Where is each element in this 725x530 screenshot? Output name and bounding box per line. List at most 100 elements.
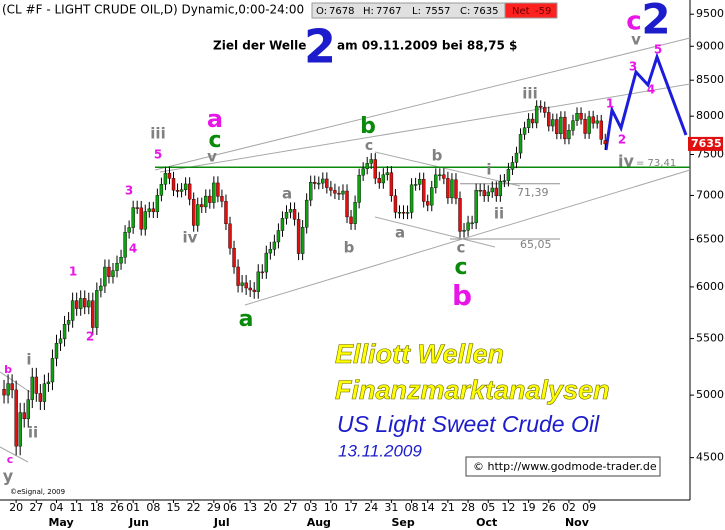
candle-body: [284, 211, 289, 219]
wave-label: b: [344, 239, 355, 257]
wave-label: iii: [150, 125, 165, 143]
wave-label: 4: [129, 242, 137, 256]
quote-value: 7678: [329, 6, 354, 17]
wave-label: i: [486, 161, 491, 179]
candle-body: [103, 266, 107, 287]
candle-body: [14, 389, 18, 447]
x-tick-label: 22: [187, 501, 201, 514]
candle-body: [228, 223, 232, 249]
candle-body: [208, 195, 212, 203]
candle-body: [321, 178, 325, 184]
candle-body: [220, 196, 224, 202]
banner-line: Elliott Wellen: [335, 339, 504, 369]
x-tick-label: 18: [90, 501, 104, 514]
x-tick-label: 28: [461, 501, 475, 514]
month-label: May: [48, 516, 73, 529]
x-tick-label: 01: [126, 501, 140, 514]
x-tick-label: 21: [441, 501, 455, 514]
wave-label: ii: [494, 205, 504, 223]
candle-body: [91, 300, 95, 328]
candle-body: [79, 298, 83, 309]
wave-label: ii: [28, 424, 38, 442]
candle-body: [337, 192, 341, 195]
candle-body: [490, 187, 494, 193]
candle-body: [583, 119, 587, 134]
channel-line: [154, 37, 691, 171]
quote-value: 7557: [425, 6, 450, 17]
candle-body: [30, 376, 34, 400]
candle-body: [111, 270, 115, 277]
candle-body: [119, 257, 123, 264]
candle-body: [42, 383, 47, 402]
candle-body: [244, 282, 248, 289]
candle-body: [579, 113, 583, 120]
candle-body: [74, 300, 79, 309]
wave-label: 2: [641, 0, 670, 44]
candle-body: [571, 120, 575, 131]
candle-body: [179, 189, 184, 192]
projection-path: [604, 52, 688, 151]
x-tick-label: 20: [9, 501, 23, 514]
candle-body: [167, 172, 172, 179]
month-label: Aug: [307, 516, 331, 529]
candle-body: [530, 118, 535, 124]
x-tick-label: 08: [146, 501, 160, 514]
candle-body: [329, 187, 333, 191]
candle-body: [333, 190, 337, 194]
candle-body: [506, 169, 511, 181]
y-tick-label: 9000: [696, 39, 724, 52]
candle-body: [22, 412, 26, 420]
x-tick-label: 11: [70, 501, 84, 514]
candle-body: [224, 201, 228, 225]
trend-lines: [0, 37, 691, 463]
candle-body: [196, 204, 200, 226]
wave-label: 4: [647, 83, 655, 97]
candle-body: [240, 282, 244, 286]
candle-body: [567, 130, 571, 140]
x-tick-label: 10: [324, 501, 338, 514]
candle-body: [421, 179, 426, 202]
channel-line: [159, 83, 691, 173]
net-box: [504, 2, 558, 19]
wave-label: a: [395, 224, 405, 242]
candle-body: [18, 412, 22, 447]
wave-label: iii: [522, 85, 537, 103]
candle-body: [191, 199, 196, 226]
price-tag-label: 7635: [691, 137, 722, 150]
candle-body: [543, 107, 547, 113]
candle-body: [50, 358, 55, 383]
candle-body: [276, 230, 281, 243]
wave-label: a: [282, 185, 292, 203]
candle-body: [502, 180, 507, 182]
candle-body: [470, 222, 474, 225]
quote-label: L:: [412, 6, 421, 17]
candle-body: [587, 116, 591, 134]
candle-body: [46, 381, 51, 384]
candle-body: [381, 174, 386, 184]
candle-body: [309, 181, 313, 201]
candle-body: [151, 208, 156, 213]
candle-body: [442, 174, 446, 179]
candle-body: [252, 289, 256, 292]
candle-body: [474, 190, 478, 224]
banner-line: Finanzmarktanalysen: [335, 375, 610, 405]
wave-label: 1: [606, 97, 614, 111]
candle-body: [264, 252, 269, 273]
candle-body: [591, 116, 595, 124]
candle-body: [575, 113, 579, 121]
candle-body: [155, 195, 160, 213]
wave-label: 5: [654, 43, 662, 57]
wave-label: c: [208, 128, 221, 153]
target-text: am 09.11.2009 bei 88,75 $: [337, 39, 517, 53]
wave-label: 2: [618, 133, 626, 147]
x-tick-label: 31: [384, 501, 398, 514]
candle-body: [34, 376, 39, 394]
net-value: -59: [535, 6, 551, 17]
candle-body: [462, 229, 466, 232]
candle-body: [131, 207, 135, 228]
candle-body: [510, 162, 515, 170]
y-tick-label: 6500: [696, 232, 724, 245]
candle-body: [70, 300, 75, 321]
month-label: Jun: [128, 516, 149, 529]
candle-body: [123, 232, 127, 258]
